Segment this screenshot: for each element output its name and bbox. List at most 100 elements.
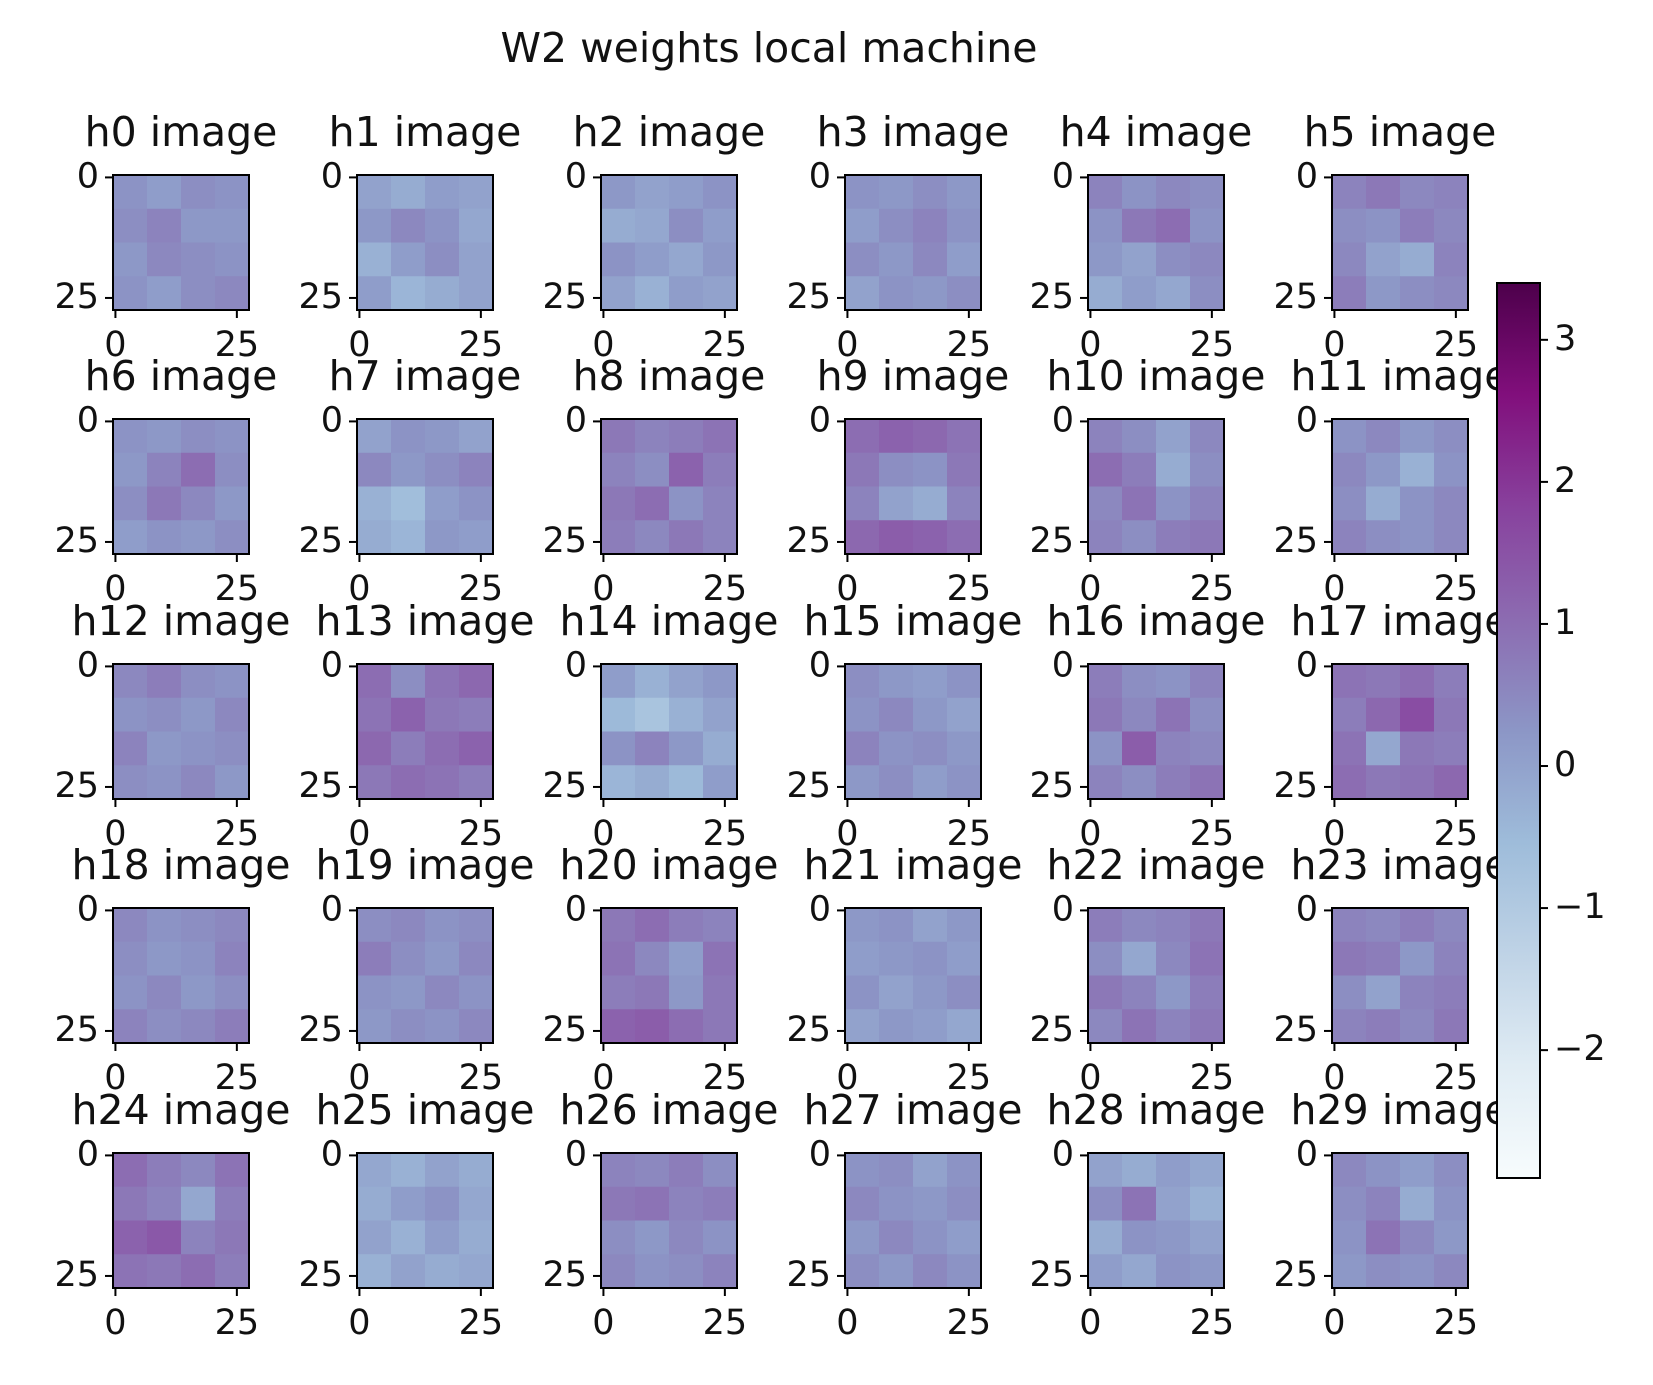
heatmap-cell — [459, 908, 494, 943]
y-tick-label: 25 — [54, 1010, 99, 1050]
heatmap-cell — [181, 276, 216, 311]
heatmap-cell — [425, 1009, 460, 1044]
heatmap-cell — [1156, 1153, 1191, 1188]
heatmap-cell — [391, 941, 426, 976]
heatmap-cell — [601, 242, 636, 277]
heatmap-cell — [1332, 419, 1367, 454]
heatmap-cell — [1156, 208, 1191, 243]
heatmap-cell — [425, 1254, 460, 1289]
heatmap-cell — [1122, 1153, 1157, 1188]
x-tick-label: 25 — [215, 569, 260, 609]
heatmap-cell — [181, 975, 216, 1010]
heatmap-cell — [947, 419, 982, 454]
heatmap-cell — [391, 419, 426, 454]
heatmap-cell — [425, 486, 460, 521]
heatmap-cell — [181, 452, 216, 487]
heatmap-cell — [1400, 419, 1435, 454]
x-tick-label: 0 — [836, 814, 858, 854]
heatmap-cell — [1434, 1009, 1469, 1044]
heatmap-cell — [1434, 1153, 1469, 1188]
heatmap-cell — [1088, 1009, 1123, 1044]
y-tick-label: 25 — [786, 521, 831, 561]
axes-frame — [1331, 663, 1469, 800]
heatmap-cell — [215, 208, 250, 243]
x-tick-label: 25 — [703, 1303, 748, 1343]
heatmap-cell — [1122, 419, 1157, 454]
x-tick-label: 25 — [1190, 1303, 1235, 1343]
heatmap-cell — [635, 664, 670, 699]
subplot-title: h5 image — [1304, 108, 1497, 156]
heatmap-cell — [879, 975, 914, 1010]
x-tick-label: 25 — [703, 325, 748, 365]
y-tick-label: 25 — [542, 277, 587, 317]
heatmap-cell — [601, 175, 636, 210]
heatmap-cell — [357, 765, 392, 800]
heatmap-cell — [635, 941, 670, 976]
heatmap-cell — [215, 697, 250, 732]
heatmap-cell — [879, 175, 914, 210]
y-tick-label: 0 — [77, 889, 99, 929]
heatmap-cell — [459, 1009, 494, 1044]
axes-frame — [600, 418, 738, 555]
heatmap-cell — [1400, 1153, 1435, 1188]
heatmap-cell — [215, 242, 250, 277]
subplot-title: h27 image — [804, 1086, 1023, 1134]
heatmap-cell — [913, 1254, 948, 1289]
heatmap-cell — [357, 975, 392, 1010]
heatmap-cell — [913, 941, 948, 976]
heatmap-cell — [425, 208, 460, 243]
heatmap-cell — [879, 452, 914, 487]
heatmap-cell — [459, 975, 494, 1010]
y-tick-label: 0 — [1052, 889, 1074, 929]
heatmap-cell — [1156, 975, 1191, 1010]
y-tick-label: 0 — [321, 1134, 343, 1174]
x-tick-label: 0 — [348, 1303, 370, 1343]
heatmap-cell — [601, 975, 636, 1010]
heatmap-cell — [459, 1220, 494, 1255]
heatmap-cell — [1434, 208, 1469, 243]
heatmap-cell — [703, 452, 738, 487]
heatmap-cell — [913, 908, 948, 943]
y-tick-label: 0 — [809, 400, 831, 440]
subplot-title: h22 image — [1047, 841, 1266, 889]
heatmap-cell — [1366, 1220, 1401, 1255]
x-tick-label: 0 — [1079, 1303, 1101, 1343]
heatmap-cell — [147, 731, 182, 766]
x-tick-label: 0 — [104, 814, 126, 854]
y-tick-label: 0 — [809, 645, 831, 685]
heatmap-cell — [147, 486, 182, 521]
y-tick-label: 0 — [77, 156, 99, 196]
heatmap-cell — [459, 452, 494, 487]
axes-frame — [1331, 418, 1469, 555]
axes-frame — [1087, 1152, 1225, 1289]
heatmap-cell — [1122, 765, 1157, 800]
x-tick-label: 0 — [836, 569, 858, 609]
heatmap-cell — [947, 276, 982, 311]
heatmap-cell — [1190, 520, 1225, 555]
axes-frame — [112, 174, 250, 311]
heatmap-cell — [1190, 1254, 1225, 1289]
heatmap-cell — [845, 1254, 880, 1289]
heatmap-cell — [215, 452, 250, 487]
heatmap-cell — [635, 765, 670, 800]
heatmap-cell — [215, 276, 250, 311]
heatmap-cell — [1088, 1220, 1123, 1255]
heatmap-cell — [391, 908, 426, 943]
heatmap-cell — [1366, 697, 1401, 732]
subplot-title: h17 image — [1291, 597, 1510, 645]
heatmap-cell — [1332, 765, 1367, 800]
heatmap-cell — [1434, 175, 1469, 210]
subplot-title: h15 image — [804, 597, 1023, 645]
heatmap-cell — [459, 664, 494, 699]
y-tick-label: 0 — [809, 1134, 831, 1174]
subplot-title: h6 image — [85, 352, 278, 400]
heatmap-cell — [215, 975, 250, 1010]
heatmap-cell — [1156, 175, 1191, 210]
x-tick-label: 25 — [1190, 325, 1235, 365]
heatmap-cell — [1400, 208, 1435, 243]
heatmap-cell — [113, 276, 148, 311]
x-tick-label: 25 — [1190, 814, 1235, 854]
heatmap-cell — [1122, 1254, 1157, 1289]
heatmap-cell — [459, 242, 494, 277]
heatmap-cell — [845, 242, 880, 277]
